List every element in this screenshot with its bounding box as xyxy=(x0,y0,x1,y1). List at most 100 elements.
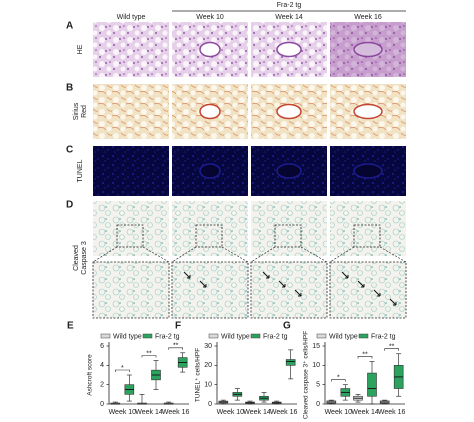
micrograph xyxy=(93,84,169,139)
micrograph xyxy=(251,201,327,256)
zoom-micrograph xyxy=(250,261,328,319)
x-tick-label: Week 16 xyxy=(162,409,190,416)
zoom-box xyxy=(116,224,144,248)
significance: * xyxy=(337,375,340,382)
zoom-line xyxy=(300,246,328,263)
significance-bracket xyxy=(331,379,346,382)
zoom-line xyxy=(379,246,407,263)
zoom-box xyxy=(195,224,223,248)
zoom-line xyxy=(221,246,249,263)
x-tick-label: Week 14 xyxy=(351,409,379,416)
arrow xyxy=(262,271,270,279)
significance-bracket xyxy=(384,348,399,351)
column-label: Wild type xyxy=(117,14,146,21)
airway xyxy=(276,103,302,120)
significance: ** xyxy=(362,351,368,358)
zoom-line xyxy=(250,246,276,263)
airway xyxy=(353,41,383,58)
significance-bracket xyxy=(168,347,183,350)
y-tick-label: 6 xyxy=(100,343,104,350)
airway xyxy=(276,41,302,58)
airway xyxy=(353,103,383,120)
y-axis-label: Cleaved caspase 3⁺ cells/HPF xyxy=(303,331,310,419)
panel-letter: C xyxy=(66,145,73,156)
y-tick-label: 20 xyxy=(204,362,212,369)
legend-label: Wild type xyxy=(329,333,358,340)
fibrosis xyxy=(330,22,406,77)
legend-label: Fra-2 tg xyxy=(371,333,396,340)
x-tick-label: Week 16 xyxy=(378,409,406,416)
micrographs xyxy=(92,22,407,319)
panel-letter: F xyxy=(175,321,181,332)
row-label: TUNEL xyxy=(77,159,84,182)
significance: ** xyxy=(389,344,395,351)
row-label: Caspase 3 xyxy=(81,241,88,275)
zoom-micrograph xyxy=(329,261,407,319)
micrograph xyxy=(93,22,169,77)
arrow xyxy=(199,280,207,288)
micrograph xyxy=(93,146,169,196)
y-axis-label: Ashcroft score xyxy=(87,354,94,396)
significance: * xyxy=(121,365,124,372)
y-tick-label: 5 xyxy=(316,382,320,389)
significance-bracket xyxy=(115,369,130,372)
arrow xyxy=(373,289,381,297)
panel-letter: D xyxy=(66,200,73,211)
zoom-line xyxy=(171,246,197,263)
arrow xyxy=(357,280,365,288)
row-label: HE xyxy=(77,44,84,54)
legend-swatch xyxy=(358,333,369,339)
legend-swatch xyxy=(100,333,111,339)
legend-label: Fra-2 tg xyxy=(155,333,180,340)
x-tick-label: Week 16 xyxy=(270,409,298,416)
y-tick-label: 30 xyxy=(204,343,212,350)
y-tick-label: 0 xyxy=(208,401,212,408)
zoom-box xyxy=(274,224,302,248)
airway xyxy=(199,103,221,120)
panel-letter: E xyxy=(67,321,74,332)
arrow xyxy=(389,298,397,306)
panel-letter: B xyxy=(66,83,73,94)
panel-letter: A xyxy=(66,21,73,32)
legend-swatch xyxy=(142,333,153,339)
airway xyxy=(276,163,302,179)
legend-label: Fra-2 tg xyxy=(263,333,288,340)
x-tick-label: Week 10 xyxy=(325,409,353,416)
row-label: Cleaved xyxy=(73,245,80,271)
y-tick-label: 15 xyxy=(312,343,320,350)
group-label: Fra-2 tg xyxy=(277,2,302,9)
zoom-line xyxy=(142,246,170,263)
column-label: Week 16 xyxy=(354,14,382,21)
y-tick-label: 10 xyxy=(312,362,320,369)
panel-letter: G xyxy=(283,321,291,332)
y-tick-label: 10 xyxy=(204,382,212,389)
micrograph xyxy=(330,201,406,256)
legend-label: Wild type xyxy=(221,333,250,340)
x-tick-label: Week 14 xyxy=(135,409,163,416)
arrow xyxy=(294,289,302,297)
zoom-micrograph xyxy=(171,261,249,319)
x-tick-label: Week 10 xyxy=(217,409,245,416)
y-tick-label: 0 xyxy=(316,401,320,408)
box xyxy=(285,359,296,366)
airway xyxy=(199,163,221,179)
zoom-line xyxy=(92,246,118,263)
x-tick-label: Week 14 xyxy=(243,409,271,416)
airway xyxy=(353,163,383,179)
significance: ** xyxy=(173,343,179,350)
micrograph xyxy=(93,201,169,256)
significance-bracket xyxy=(357,356,373,359)
column-label: Week 10 xyxy=(196,14,224,21)
legend-label: Wild type xyxy=(113,333,142,340)
x-tick-label: Week 10 xyxy=(109,409,137,416)
row-label: Red xyxy=(81,105,88,118)
zoom-micrograph xyxy=(92,261,170,319)
y-tick-label: 4 xyxy=(100,362,104,369)
arrow xyxy=(278,280,286,288)
legend-swatch xyxy=(250,333,261,339)
airway xyxy=(199,41,221,58)
column-label: Week 14 xyxy=(275,14,303,21)
significance-bracket xyxy=(141,355,157,358)
box xyxy=(367,372,377,397)
y-tick-label: 2 xyxy=(100,382,104,389)
